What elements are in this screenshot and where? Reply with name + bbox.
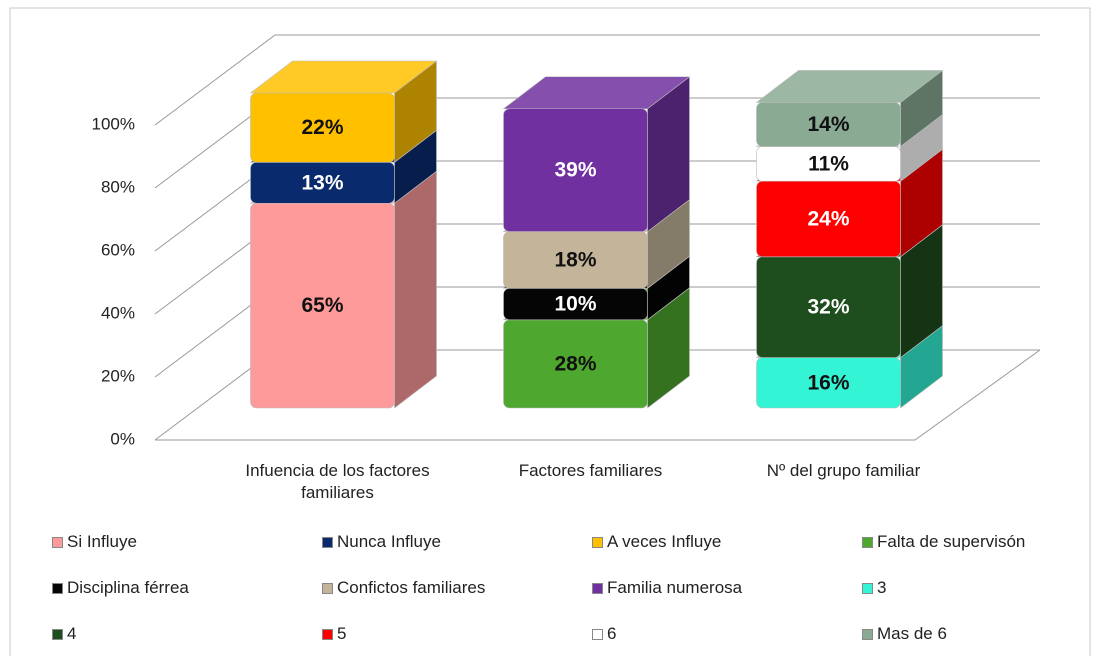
- legend-swatch: [592, 537, 603, 549]
- data-label: 14%: [807, 113, 849, 136]
- y-tick-label: 80%: [101, 177, 135, 196]
- legend-item: Disciplina férrea: [52, 578, 189, 598]
- legend-item: Falta de supervisón: [862, 532, 1025, 552]
- legend-swatch: [52, 629, 63, 641]
- data-label: 24%: [807, 208, 849, 231]
- legend-item: Si Influye: [52, 532, 137, 552]
- y-tick-label: 0%: [110, 429, 135, 448]
- data-label: 32%: [807, 296, 849, 319]
- legend-swatch: [322, 629, 333, 641]
- bar-segment: [502, 76, 691, 233]
- legend-item: 4: [52, 624, 76, 644]
- legend-label: A veces Influye: [607, 532, 722, 551]
- data-label: 65%: [301, 294, 343, 317]
- x-tick-label: Factores familiares: [518, 461, 663, 480]
- legend-swatch: [52, 537, 63, 549]
- chart-border: [9, 7, 1091, 656]
- legend-swatch: [592, 629, 603, 641]
- legend-swatch: [862, 629, 873, 641]
- legend-swatch: [52, 583, 63, 595]
- data-label: 13%: [301, 171, 343, 194]
- legend-label: 4: [67, 624, 77, 643]
- y-tick-label: 40%: [101, 303, 135, 322]
- data-label: 22%: [301, 116, 343, 139]
- y-tick-label: 100%: [92, 114, 135, 133]
- data-label: 10%: [554, 293, 596, 316]
- data-label: 16%: [807, 371, 849, 394]
- legend-label: 6: [607, 624, 617, 643]
- legend-label: Nunca Influye: [337, 532, 441, 551]
- bar-front: [250, 92, 395, 163]
- x-tick-label: Infuencia de los factores familiares: [245, 461, 430, 502]
- legend-label: Familia numerosa: [607, 578, 743, 597]
- bar-front: [756, 102, 901, 147]
- grid-line: [154, 34, 1040, 126]
- data-label: 39%: [554, 159, 596, 182]
- legend-label: Si Influye: [67, 532, 137, 551]
- bar-segment: [755, 69, 944, 148]
- legend-swatch: [862, 583, 873, 595]
- legend-item: 3: [862, 578, 886, 598]
- bar-segment: [249, 170, 438, 409]
- legend-swatch: [322, 583, 333, 595]
- data-label: 28%: [554, 352, 596, 375]
- legend-item: 6: [592, 624, 616, 644]
- legend-swatch: [862, 537, 873, 549]
- floor-edge: [155, 349, 1041, 441]
- legend-label: 5: [337, 624, 347, 643]
- y-tick-label: 60%: [101, 240, 135, 259]
- bar-front: [503, 108, 648, 232]
- y-tick-label: 20%: [101, 366, 135, 385]
- legend-swatch: [592, 583, 603, 595]
- legend-item: Confictos familiares: [322, 578, 485, 598]
- legend-swatch: [322, 537, 333, 549]
- legend-label: Confictos familiares: [337, 578, 486, 597]
- legend-item: Familia numerosa: [592, 578, 742, 598]
- x-tick-label: Nº del grupo familiar: [766, 461, 921, 480]
- legend-item: 5: [322, 624, 346, 644]
- legend-label: 3: [877, 578, 887, 597]
- legend-label: Disciplina férrea: [67, 578, 189, 597]
- bar-side: [394, 170, 437, 409]
- legend-label: Mas de 6: [877, 624, 947, 643]
- data-label: 18%: [554, 248, 596, 271]
- legend-item: Mas de 6: [862, 624, 947, 644]
- bar-segment: [249, 60, 438, 163]
- legend-item: Nunca Influye: [322, 532, 441, 552]
- legend-label: Falta de supervisón: [877, 532, 1026, 551]
- legend-item: A veces Influye: [592, 532, 721, 552]
- data-label: 11%: [808, 152, 849, 175]
